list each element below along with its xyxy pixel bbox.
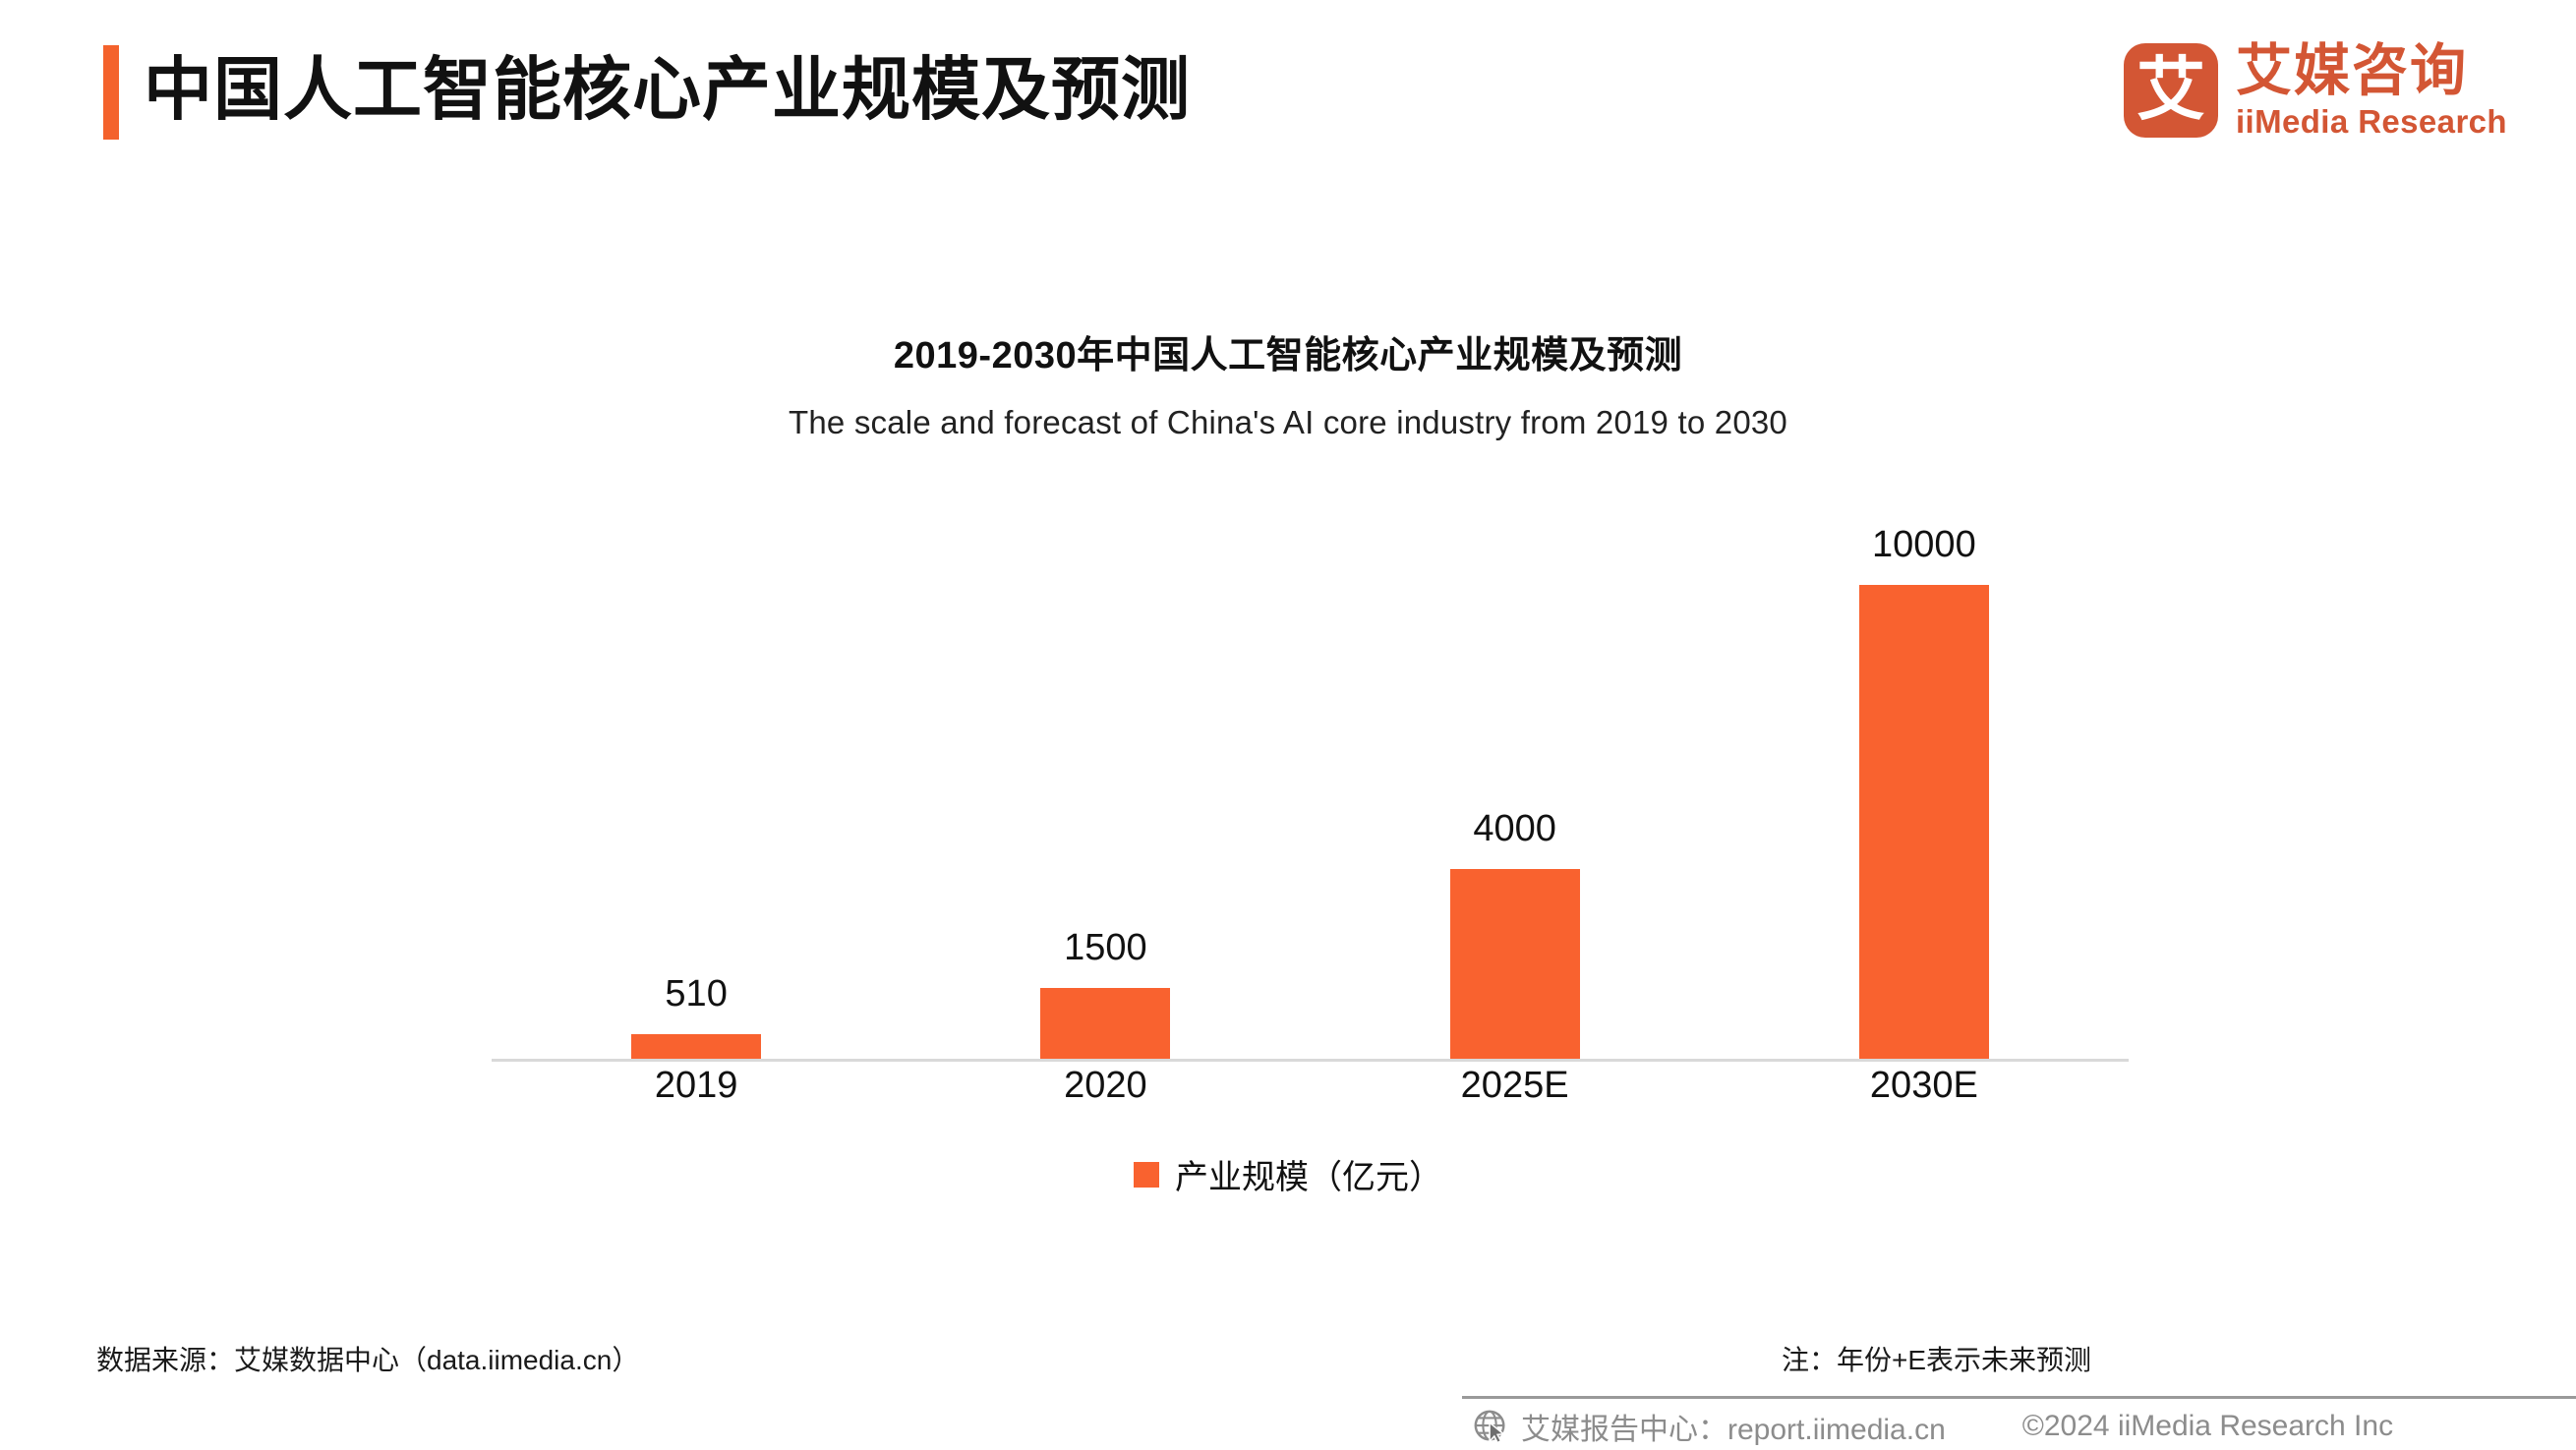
bar-slot: 1500	[901, 508, 1310, 1059]
legend-swatch-icon	[1134, 1161, 1159, 1188]
plot-area: 510 1500 4000 10000 2019 2020 2025E 2030…	[492, 472, 2129, 1106]
bar-value-label: 4000	[1473, 808, 1556, 850]
bar-slot: 4000	[1311, 508, 1720, 1059]
chart-subtitle: The scale and forecast of China's AI cor…	[789, 404, 1787, 440]
page-title: 中国人工智能核心产业规模及预测	[144, 51, 1191, 128]
bar-slot: 10000	[1720, 508, 2129, 1059]
forecast-note: 注：年份+E表示未来预测	[1782, 1345, 2092, 1375]
bar[interactable]	[1449, 869, 1580, 1059]
copyright-text: ©2024 iiMedia Research Inc	[2021, 1409, 2394, 1442]
chart-title: 2019-2030年中国人工智能核心产业规模及预测	[893, 335, 1683, 377]
x-tick-label: 2025E	[1460, 1065, 1569, 1106]
bar[interactable]	[1040, 987, 1171, 1059]
bar-value-label: 10000	[1872, 524, 1976, 565]
iimedia-logo-icon: 艾	[2123, 43, 2218, 138]
brand-mark-glyph: 艾	[2136, 51, 2205, 128]
brand-logo: 艾 艾媒咨询 iiMedia Research	[2123, 39, 2507, 140]
report-center-link[interactable]: 艾媒报告中心：report.iimedia.cn	[1521, 1413, 1946, 1446]
bar-value-label: 1500	[1064, 926, 1147, 968]
x-tick-label: 2019	[654, 1065, 738, 1106]
data-source-note: 数据来源：艾媒数据中心（data.iimedia.cn）	[96, 1345, 640, 1375]
legend-label: 产业规模（亿元）	[1175, 1159, 1442, 1196]
x-tick-label: 2020	[1064, 1065, 1147, 1106]
page-header: 中国人工智能核心产业规模及预测 艾 艾媒咨询 iiMedia Research	[0, 0, 2576, 183]
brand-name-cn: 艾媒咨询	[2235, 39, 2468, 102]
x-axis-tick-labels: 2019 2020 2025E 2030E	[492, 1065, 2129, 1107]
bar[interactable]	[1858, 585, 1989, 1059]
x-tick-label: 2030E	[1869, 1065, 1978, 1106]
bar-slot: 510	[492, 508, 901, 1059]
footer-bar: 艾媒报告中心：report.iimedia.cn ©2024 iiMedia R…	[1462, 1396, 2576, 1449]
globe-cursor-icon	[1472, 1408, 1509, 1445]
chart-legend: 产业规模（亿元）	[0, 1150, 2576, 1198]
bar[interactable]	[631, 1034, 762, 1059]
title-accent-bar	[103, 45, 119, 140]
bar-group: 510 1500 4000 10000	[492, 508, 2129, 1059]
brand-text: 艾媒咨询 iiMedia Research	[2235, 39, 2507, 140]
brand-name-en: iiMedia Research	[2235, 103, 2507, 140]
chart-container: 2019-2030年中国人工智能核心产业规模及预测 The scale and …	[0, 324, 2576, 1209]
x-axis-line	[492, 1059, 2129, 1062]
bar-value-label: 510	[665, 973, 728, 1015]
